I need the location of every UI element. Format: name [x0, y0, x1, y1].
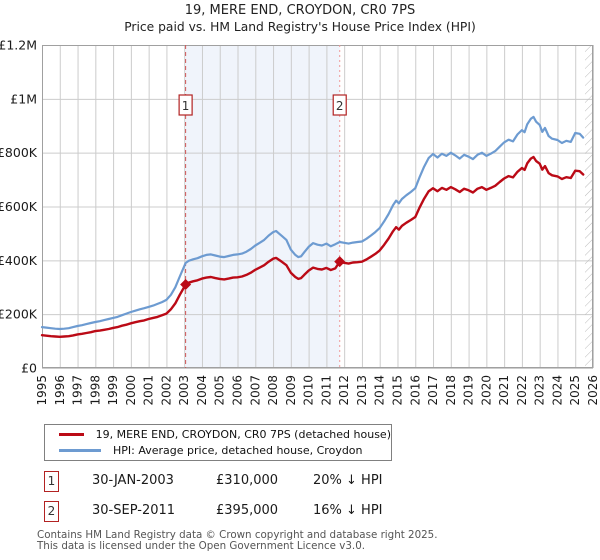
legend-label-price: 19, MERE END, CROYDON, CR0 7PS (detached…	[95, 427, 391, 441]
x-tick-label: 2005	[213, 375, 227, 406]
page-subtitle: Price paid vs. HM Land Registry's House …	[124, 20, 476, 34]
x-tick-label: 1998	[88, 375, 102, 406]
sale-2-hpi-diff: 16% ↓ HPI	[313, 503, 383, 518]
title-block: 19, MERE END, CROYDON, CR0 7PS Price pai…	[0, 2, 600, 35]
price-line-swatch-icon	[59, 432, 84, 436]
x-tick-label: 2017	[426, 375, 440, 406]
sale-2-label-box	[332, 94, 347, 116]
x-tick-label: 2001	[142, 375, 156, 406]
legend-item-hpi: HPI: Average price, detached house, Croy…	[45, 442, 391, 458]
sale-row-1: 1 30-JAN-2003 £310,000 20% ↓ HPI	[44, 471, 564, 492]
x-tick-label: 2013	[355, 375, 369, 406]
page-title: 19, MERE END, CROYDON, CR0 7PS	[184, 3, 416, 18]
x-tick-label: 2024	[550, 375, 564, 406]
future-hatch-region	[585, 45, 593, 368]
x-tick-label: 2025	[568, 375, 582, 406]
x-tick-label: 2006	[231, 375, 245, 406]
price-line	[40, 155, 585, 338]
x-tick-label: 2021	[497, 375, 511, 406]
sale-2-date: 30-SEP-2011	[92, 503, 176, 518]
x-tick-label: 2019	[462, 375, 476, 406]
legend-label-hpi: HPI: Average price, detached house, Croy…	[113, 443, 363, 457]
chart-legend: 19, MERE END, CROYDON, CR0 7PS (detached…	[44, 424, 392, 461]
x-tick-label: 2020	[479, 375, 493, 406]
plot-border	[42, 45, 593, 368]
x-tick-label: 2011	[319, 375, 333, 406]
sale-1-label: 1	[182, 99, 190, 113]
sale-2-marker	[334, 256, 346, 268]
x-tick-label: 2002	[159, 375, 173, 406]
sale-2-price: £395,000	[216, 503, 279, 518]
x-tick-label: 2007	[248, 375, 262, 406]
y-tick-label: £0	[21, 361, 37, 376]
x-tick-label: 2000	[124, 375, 138, 406]
sale-1-marker	[180, 279, 192, 291]
x-tick-label: 1995	[35, 375, 49, 406]
licence-line-1: Contains HM Land Registry data © Crown c…	[37, 529, 438, 541]
x-tick-label: 2026	[586, 375, 600, 406]
x-tick-label: 2010	[302, 375, 316, 406]
x-tick-label: 2023	[533, 375, 547, 406]
x-tick-label: 2014	[373, 375, 387, 406]
legend-item-price: 19, MERE END, CROYDON, CR0 7PS (detached…	[45, 426, 391, 442]
sale-1-price: £310,000	[216, 473, 279, 488]
sale-1-number-badge: 1	[44, 471, 59, 492]
x-tick-label: 1997	[71, 375, 85, 406]
sale-1-date: 30-JAN-2003	[92, 473, 174, 488]
x-tick-label: 2015	[390, 375, 404, 406]
x-tick-label: 2008	[266, 375, 280, 406]
price-history-chart: 1 2 £0 £200K £400K £600K £800K £1M £1.2M 1995 1996…	[0, 38, 600, 406]
x-tick-label: 2012	[337, 375, 351, 406]
hpi-line-swatch-icon	[59, 448, 101, 452]
y-tick-label: £600K	[0, 199, 38, 214]
y-tick-label: £400K	[0, 253, 38, 268]
sale-row-2: 2 30-SEP-2011 £395,000 16% ↓ HPI	[44, 501, 564, 522]
x-tick-label: 2018	[444, 375, 458, 406]
y-tick-label: £1.2M	[0, 38, 37, 53]
x-tick-label: 2016	[408, 375, 422, 406]
sale-2-label: 2	[336, 99, 344, 113]
x-tick-label: 2004	[195, 375, 209, 406]
y-tick-label: £800K	[0, 145, 38, 160]
x-tick-label: 2009	[284, 375, 298, 406]
x-tick-label: 2003	[177, 375, 191, 406]
hpi-line	[40, 115, 585, 331]
sale-2-number-badge: 2	[44, 501, 59, 522]
licence-footer: Contains HM Land Registry data © Crown c…	[37, 530, 597, 551]
sale-1-label-box	[178, 94, 193, 116]
x-tick-label: 1996	[53, 375, 67, 406]
y-tick-label: £1M	[10, 91, 37, 106]
x-tick-label: 1999	[106, 375, 120, 406]
x-tick-label: 2022	[515, 375, 529, 406]
sale-1-hpi-diff: 20% ↓ HPI	[313, 473, 383, 488]
y-tick-label: £200K	[0, 307, 38, 322]
licence-line-2: This data is licensed under the Open Gov…	[37, 539, 366, 552]
